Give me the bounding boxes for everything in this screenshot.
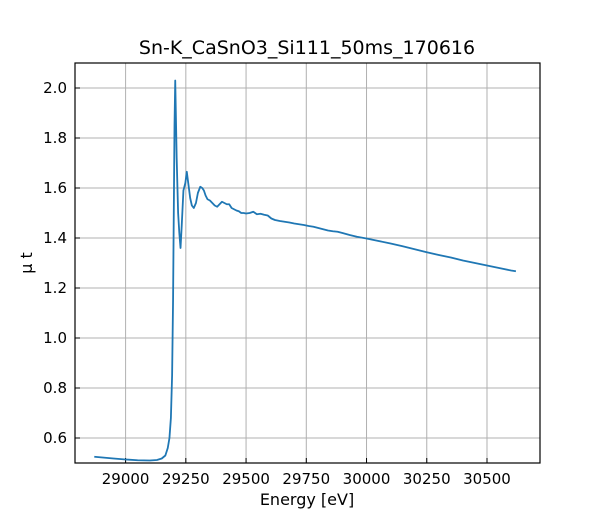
y-tick-labels: 0.6 0.8 1.0 1.2 1.4 1.6 1.8 2.0 (43, 79, 67, 447)
x-tick-label: 30000 (343, 470, 391, 488)
plot-area (94, 79, 517, 462)
y-tick-label: 1.2 (43, 279, 67, 297)
chart-title: Sn-K_CaSnO3_Si111_50ms_170616 (139, 37, 475, 59)
y-tick-label: 1.4 (43, 229, 67, 247)
series-line (94, 79, 517, 462)
y-tick-label: 1.6 (43, 179, 67, 197)
x-tick-label: 29250 (162, 470, 210, 488)
x-axis-label: Energy [eV] (260, 490, 354, 509)
y-tick-label: 2.0 (43, 79, 67, 97)
axes-frame (74, 62, 541, 464)
x-tick-label: 29500 (222, 470, 270, 488)
ticks (75, 87, 488, 463)
x-tick-label: 30250 (403, 470, 451, 488)
grid (75, 63, 540, 463)
y-tick-label: 0.8 (43, 379, 67, 397)
y-axis-label: μ t (17, 252, 36, 274)
y-tick-label: 1.8 (43, 129, 67, 147)
y-tick-label: 1.0 (43, 329, 67, 347)
x-tick-labels: 29000 29250 29500 29750 30000 30250 30500 (102, 470, 511, 488)
x-tick-label: 29750 (282, 470, 330, 488)
x-tick-label: 30500 (463, 470, 511, 488)
y-tick-label: 0.6 (43, 429, 67, 447)
x-tick-label: 29000 (102, 470, 150, 488)
